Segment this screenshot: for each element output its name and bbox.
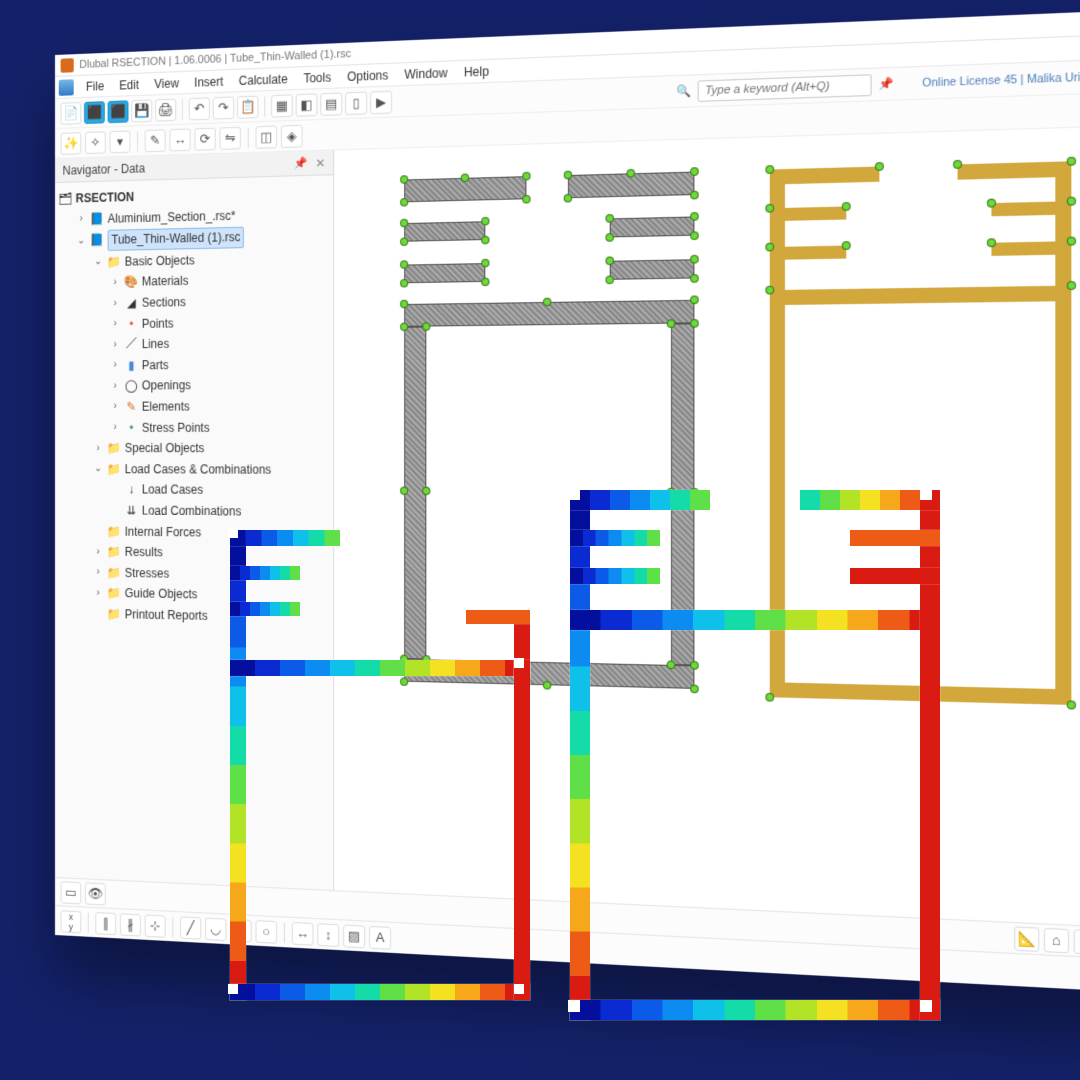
stresspts-icon: • <box>125 421 138 435</box>
measure-icon[interactable]: 📐 <box>1014 926 1039 952</box>
menu-insert[interactable]: Insert <box>188 72 231 92</box>
tree-stresspts[interactable]: ›•Stress Points <box>59 417 330 438</box>
menu-calculate[interactable]: Calculate <box>232 69 295 90</box>
dim-tool-icon[interactable]: ↔ <box>292 921 314 945</box>
tree-special[interactable]: ›📁Special Objects <box>59 438 330 459</box>
line-tool-icon[interactable]: ╱ <box>180 916 201 939</box>
search-icon: 🔍 <box>676 84 691 98</box>
navigator-title: Navigator - Data <box>62 161 145 177</box>
clip-icon[interactable]: ◫ <box>256 125 278 148</box>
sections-icon: ◢ <box>125 296 138 310</box>
menu-view[interactable]: View <box>148 73 186 93</box>
license-text: Online License 45 | Malika Urinova | Dlu… <box>922 65 1080 89</box>
filter-icon[interactable]: ▾ <box>110 130 131 153</box>
app-icon <box>61 58 74 73</box>
cloud-icon[interactable]: ⬛ <box>108 100 129 123</box>
folder-icon: 📁 <box>108 607 121 621</box>
hatch-tool-icon[interactable]: ▨ <box>343 924 365 948</box>
tree-elements[interactable]: ›✎Elements <box>59 396 330 418</box>
tree-intforces[interactable]: 📁Internal Forces <box>59 521 330 544</box>
save-icon[interactable]: 💾 <box>131 99 152 122</box>
navigator-tree: 🗂 RSECTION ›📘 Aluminium_Section_.rsc* ⌄📘… <box>55 175 333 635</box>
tree-openings[interactable]: ›◯Openings <box>59 374 330 397</box>
undo-icon[interactable]: ↶ <box>189 97 210 120</box>
lines-icon: ／ <box>125 338 138 352</box>
mirror-icon[interactable]: ⇋ <box>220 126 241 149</box>
navigator-panel: Navigator - Data 📌 ✕ 🗂 RSECTION ›📘 Alumi… <box>55 150 334 890</box>
layers-icon[interactable]: ◧ <box>296 93 318 116</box>
grid-icon[interactable]: ▦ <box>271 94 293 117</box>
folder-icon: 📁 <box>108 586 121 600</box>
view-icon[interactable]: ◈ <box>281 124 303 147</box>
new-icon[interactable]: 📄 <box>61 102 82 125</box>
open-icon[interactable]: ⬛ <box>84 101 105 124</box>
navigator-pin-icon[interactable]: 📌 <box>294 156 307 170</box>
folder-icon: 📁 <box>108 524 121 538</box>
wand-icon[interactable]: ✨ <box>61 132 82 155</box>
rect-tool-icon[interactable]: ▭ <box>230 918 251 942</box>
snap3-icon[interactable]: ⊹ <box>145 914 166 937</box>
folder-icon: 📁 <box>108 462 121 476</box>
section-gray <box>404 171 716 707</box>
redo-icon[interactable]: ↷ <box>213 96 234 119</box>
menu-options[interactable]: Options <box>340 65 395 86</box>
select-icon[interactable]: ▭ <box>61 881 82 904</box>
text-tool-icon[interactable]: A <box>369 925 391 949</box>
loadcomb-icon: ⇊ <box>125 504 138 518</box>
snap2-icon[interactable]: ∦ <box>120 913 141 936</box>
eye-icon[interactable]: 👁 <box>85 882 106 905</box>
menu-help[interactable]: Help <box>457 61 497 81</box>
xy-icon[interactable]: xy <box>61 910 82 933</box>
lock-icon[interactable]: 🔒 <box>1074 929 1080 955</box>
openings-icon: ◯ <box>125 379 138 393</box>
app-window: Dlubal RSECTION | 1.06.0006 | Tube_Thin-… <box>55 6 1080 999</box>
dim2-tool-icon[interactable]: ↕ <box>317 923 339 947</box>
calc-icon[interactable]: ▶ <box>370 90 392 114</box>
arc-tool-icon[interactable]: ◡ <box>205 917 226 940</box>
project-icon: 🗂 <box>59 192 72 206</box>
tree-loadcomb[interactable]: ⇊Load Combinations <box>59 500 330 523</box>
layout-icon[interactable]: ▤ <box>320 92 342 115</box>
menu-app-icon <box>59 79 74 96</box>
move-icon[interactable]: ↔ <box>169 128 190 151</box>
viewport-canvas[interactable] <box>334 123 1080 933</box>
search-input[interactable] <box>698 74 872 102</box>
rotate-icon[interactable]: ⟳ <box>194 127 215 150</box>
parts-icon: ▮ <box>125 358 138 372</box>
tree-parts[interactable]: ›▮Parts <box>59 353 330 376</box>
tree-file-tube-label: Tube_Thin-Walled (1).rsc <box>108 227 245 251</box>
materials-icon: 🎨 <box>125 275 138 289</box>
snap1-icon[interactable]: ∥ <box>95 912 116 935</box>
tree-loadcases[interactable]: ↓Load Cases <box>59 479 330 501</box>
menu-edit[interactable]: Edit <box>113 75 146 94</box>
elements-icon: ✎ <box>125 400 138 414</box>
loadcases-icon: ↓ <box>125 483 138 497</box>
points-icon: • <box>125 317 138 331</box>
tree-reports[interactable]: 📁Printout Reports <box>59 603 330 629</box>
section-gold <box>770 160 1080 739</box>
menu-window[interactable]: Window <box>397 63 454 84</box>
edit-icon[interactable]: ✎ <box>145 129 166 152</box>
print-icon[interactable]: 🖨 <box>155 98 176 121</box>
folder-icon: 📁 <box>108 566 121 580</box>
tree-lines[interactable]: ›／Lines <box>59 332 330 356</box>
pin-icon[interactable]: 📌 <box>878 77 893 92</box>
file-icon: 📘 <box>91 233 104 247</box>
window-split-icon[interactable]: ▯ <box>345 91 367 114</box>
home-icon[interactable]: ⌂ <box>1044 927 1069 953</box>
tree-lcc[interactable]: ⌄📁Load Cases & Combinations <box>59 459 330 481</box>
file-icon: 📘 <box>91 212 104 226</box>
menu-tools[interactable]: Tools <box>297 67 339 87</box>
circle-tool-icon[interactable]: ○ <box>256 920 278 944</box>
menu-file[interactable]: File <box>79 76 110 95</box>
folder-icon: 📁 <box>108 545 121 559</box>
copy-icon[interactable]: 📋 <box>237 95 258 118</box>
wand2-icon[interactable]: ✧ <box>85 131 106 154</box>
navigator-close-icon[interactable]: ✕ <box>315 155 325 170</box>
folder-icon: 📁 <box>108 441 121 455</box>
folder-icon: 📁 <box>108 255 121 269</box>
